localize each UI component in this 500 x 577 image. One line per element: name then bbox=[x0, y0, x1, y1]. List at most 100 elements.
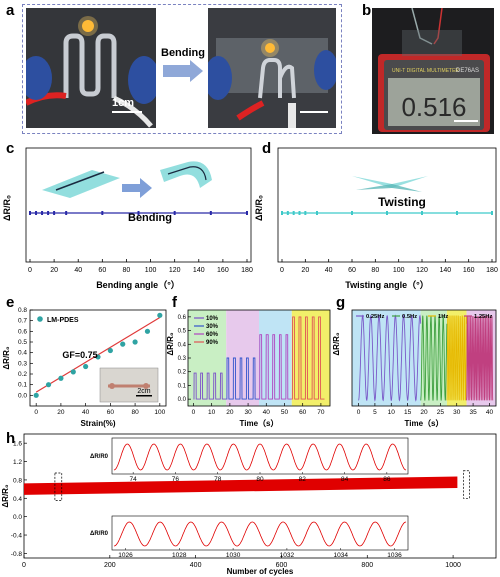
inset-frame bbox=[111, 437, 409, 475]
data-point bbox=[120, 341, 126, 347]
chart-e-inset-scale: 2cm bbox=[137, 388, 150, 395]
photo-unbent-sensor: 1cm bbox=[26, 8, 156, 128]
chart-h-ylabel: ΔR/R₀ bbox=[1, 484, 10, 508]
x-tick-label: 80 bbox=[131, 409, 139, 416]
y-tick-label: 0.6 bbox=[178, 315, 187, 321]
data-point bbox=[286, 211, 289, 215]
inset-x-tick-label: 80 bbox=[256, 476, 264, 483]
series-line bbox=[193, 372, 227, 400]
x-tick-label: 60 bbox=[299, 409, 307, 416]
chart-e-legend-marker bbox=[37, 316, 43, 322]
svg-text:UNI-T DIGITAL MULTIMETER: UNI-T DIGITAL MULTIMETER bbox=[392, 68, 459, 74]
inset-x-tick-label: 84 bbox=[341, 476, 349, 483]
y-tick-label: 0.2 bbox=[178, 370, 187, 376]
data-point bbox=[292, 211, 295, 215]
x-tick-label: 40 bbox=[325, 267, 333, 274]
y-tick-label: 0.4 bbox=[178, 342, 187, 348]
x-tick-label: 40 bbox=[263, 409, 271, 416]
chart-h-zoom-box-end bbox=[463, 470, 470, 499]
x-tick-label: 30 bbox=[453, 409, 461, 416]
legend-label: 1.25Hz bbox=[474, 314, 492, 320]
data-point bbox=[209, 211, 212, 215]
data-point bbox=[456, 211, 458, 215]
chart-f: ΔR/R₀ Time（s） 0 10 20 30 40 50 60 70 0.0 0.1 0.2 0.… bbox=[166, 309, 331, 428]
y-tick-label: 0.7 bbox=[18, 318, 27, 325]
x-tick-label: 50 bbox=[281, 409, 289, 416]
chart-e: ΔR/R₀ Strain(%) 0 20 40 60 80 100 0.0 0.1 0.2 0.3… bbox=[2, 307, 167, 428]
x-tick-label: 40 bbox=[486, 409, 494, 416]
y-tick-label: 0.2 bbox=[18, 371, 27, 378]
data-point bbox=[246, 211, 248, 215]
chart-e-ylabel: ΔR/R₀ bbox=[2, 346, 11, 370]
x-tick-label: 0 bbox=[28, 267, 32, 274]
x-tick-label: 60 bbox=[348, 267, 356, 274]
x-tick-label: 60 bbox=[107, 409, 115, 416]
series-line bbox=[446, 315, 467, 401]
inset-x-tick-label: 78 bbox=[214, 476, 222, 483]
inset-ylabel: ΔR/R0 bbox=[90, 531, 109, 537]
x-tick-label: 200 bbox=[104, 562, 116, 569]
y-tick-label: 0.1 bbox=[178, 383, 187, 389]
inset-x-tick-label: 86 bbox=[383, 476, 391, 483]
legend-label: 30% bbox=[206, 324, 219, 330]
x-tick-label: 60 bbox=[98, 267, 106, 274]
y-tick-label: 0.6 bbox=[18, 328, 27, 335]
data-point bbox=[421, 211, 423, 215]
x-tick-label: 100 bbox=[145, 267, 157, 274]
inset-x-tick-label: 1032 bbox=[280, 552, 295, 559]
data-point bbox=[491, 211, 493, 215]
data-point bbox=[65, 211, 68, 215]
data-point bbox=[137, 211, 140, 215]
data-point bbox=[386, 211, 388, 215]
y-tick-label: 0.5 bbox=[178, 329, 187, 335]
data-point bbox=[144, 328, 151, 334]
x-tick-label: 30 bbox=[244, 409, 252, 416]
inset-x-tick-label: 1036 bbox=[387, 552, 402, 559]
bending-illustration bbox=[42, 161, 212, 198]
data-point bbox=[304, 211, 307, 215]
chart-e-xlabel: Strain(%) bbox=[80, 419, 115, 428]
x-tick-label: 0 bbox=[34, 409, 38, 416]
data-point bbox=[83, 363, 89, 370]
chart-e-legend-label: LM-PDES bbox=[47, 317, 79, 324]
x-tick-label: 0 bbox=[192, 409, 196, 416]
y-tick-label: 0.8 bbox=[13, 477, 22, 484]
chart-h-inset-top: ΔR/R0 74 76 78 80 82 84 86 bbox=[90, 437, 409, 483]
panel-a-frame bbox=[22, 4, 342, 134]
panel-letter-f: f bbox=[172, 294, 177, 311]
y-tick-label: 1.2 bbox=[13, 459, 22, 466]
twisting-illustration bbox=[352, 176, 428, 192]
meter-model: DE76AS bbox=[456, 68, 479, 74]
inset-ylabel: ΔR/R0 bbox=[90, 454, 109, 460]
chart-e-inset-photo: 2cm bbox=[99, 367, 159, 403]
y-tick-label: 0.5 bbox=[18, 339, 27, 346]
data-point bbox=[35, 211, 38, 215]
chart-h-inset-bottom: ΔR/R0 1026 1028 1030 1032 1034 1036 bbox=[90, 515, 409, 559]
data-point bbox=[281, 211, 283, 215]
panel-letter-d: d bbox=[262, 140, 272, 157]
series-line bbox=[259, 334, 292, 400]
legend-label: 90% bbox=[206, 340, 219, 346]
chart-f-ylabel: ΔR/R₀ bbox=[166, 332, 175, 356]
inset-x-tick-label: 1026 bbox=[118, 552, 133, 559]
y-tick-label: 0.0 bbox=[18, 392, 27, 399]
chart-c-annotation: Bending bbox=[128, 212, 172, 224]
chart-g: ΔR/R₀ Time（s） 0 5 10 15 20 25 30 35 40 0.25Hz 0.5… bbox=[332, 309, 497, 428]
panel-letter-g: g bbox=[336, 294, 346, 311]
y-tick-label: 0.8 bbox=[18, 307, 27, 314]
x-tick-label: 140 bbox=[439, 267, 451, 274]
y-tick-label: 0.4 bbox=[18, 350, 27, 357]
bending-arrow: Bending bbox=[161, 47, 205, 82]
data-point bbox=[173, 211, 176, 215]
x-tick-label: 120 bbox=[416, 267, 428, 274]
x-tick-label: 70 bbox=[317, 409, 325, 416]
data-point bbox=[101, 211, 104, 215]
legend-label: 0.5Hz bbox=[402, 314, 417, 320]
series-background bbox=[291, 310, 330, 406]
chart-g-ylabel: ΔR/R₀ bbox=[332, 332, 341, 356]
photo-multimeter: UNI-T DIGITAL MULTIMETER DE76AS 0.516 bbox=[372, 8, 494, 134]
x-tick-label: 20 bbox=[301, 267, 309, 274]
y-tick-label: -0.4 bbox=[11, 533, 23, 540]
y-tick-label: 0.0 bbox=[178, 397, 187, 403]
x-tick-label: 120 bbox=[169, 267, 181, 274]
